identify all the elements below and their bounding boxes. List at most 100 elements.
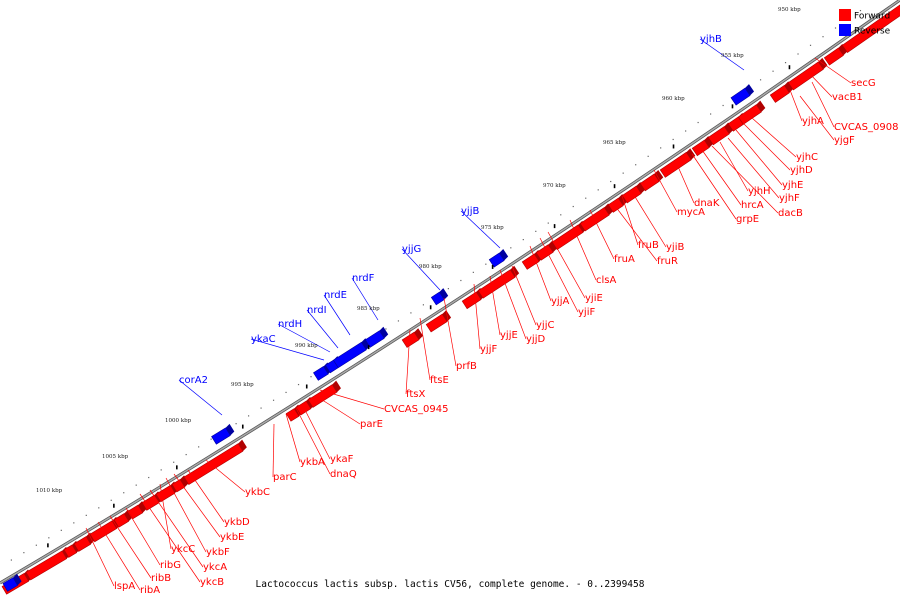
gene-label[interactable]: ykbF <box>206 547 230 558</box>
ruler-dot <box>247 415 250 417</box>
gene-label[interactable]: yjhE <box>782 180 803 191</box>
gene-leader-line <box>529 245 552 302</box>
gene-arrow-side <box>510 265 520 278</box>
ruler-dot <box>510 247 512 249</box>
ruler-dot <box>85 514 87 516</box>
gene-arrow[interactable] <box>307 384 338 408</box>
gene-label[interactable]: ftsE <box>430 375 449 386</box>
gene-label[interactable]: yjhC <box>796 152 818 163</box>
gene-leader-line <box>631 191 667 248</box>
gene-label[interactable]: nrdH <box>278 319 302 330</box>
gene-label[interactable]: ykbC <box>245 487 270 498</box>
gene-label[interactable]: yjhA <box>802 116 824 127</box>
gene-arrow[interactable] <box>737 104 762 125</box>
ruler-dot <box>685 130 687 132</box>
gene-leader-line <box>149 489 204 568</box>
gene-leader-line <box>277 323 331 353</box>
gene-label[interactable]: ftsX <box>406 389 425 400</box>
gene-label[interactable]: CVCAS_0908 <box>834 122 898 133</box>
gene-label[interactable]: lspA <box>114 581 135 592</box>
ruler-dot <box>772 70 774 72</box>
gene-label[interactable]: yjhF <box>779 193 800 204</box>
ruler-dot <box>859 9 862 12</box>
ruler-dot <box>797 53 799 55</box>
gene-label[interactable]: ykaC <box>251 334 276 345</box>
gene-arrow[interactable] <box>333 341 367 369</box>
gene-label[interactable]: yjgF <box>834 135 855 146</box>
gene-label[interactable]: yjjE <box>500 330 518 341</box>
tick-label: 995 kbp <box>231 382 254 388</box>
ruler-dot <box>672 138 674 141</box>
gene-label[interactable]: yjhH <box>748 186 771 197</box>
gene-label[interactable]: yjiF <box>578 307 595 318</box>
tick-label: 960 kbp <box>662 96 685 102</box>
gene-label[interactable]: grpE <box>736 214 759 225</box>
legend-label-reverse: Reverse <box>854 27 891 37</box>
gene-label[interactable]: ykaF <box>330 454 354 465</box>
gene-label[interactable]: ykcB <box>200 577 224 588</box>
gene-arrow-side <box>499 249 509 261</box>
gene-leader-line <box>539 237 579 313</box>
gene-label[interactable]: CVCAS_0945 <box>384 404 448 415</box>
gene-label[interactable]: fruB <box>638 240 659 251</box>
gene-label[interactable]: ykcA <box>203 562 227 573</box>
ruler-dot <box>285 391 287 394</box>
gene-label[interactable]: yjiE <box>585 293 603 304</box>
gene-arrow-side <box>756 100 766 113</box>
gene-label[interactable]: ykbE <box>220 532 244 543</box>
gene-leader-line <box>109 515 152 579</box>
gene-label[interactable]: prfB <box>456 361 477 372</box>
gene-label[interactable]: yjhD <box>790 165 813 176</box>
legend: Forward Reverse <box>839 9 891 37</box>
gene-leader-line <box>85 527 115 587</box>
tick-label: 1005 kbp <box>102 454 129 460</box>
gene-label[interactable]: dnaQ <box>330 469 357 480</box>
gene-label[interactable]: fruR <box>657 256 678 267</box>
gene-label[interactable]: yjjA <box>551 296 569 307</box>
gene-label[interactable]: ykbD <box>224 517 250 528</box>
gene-leader-line <box>589 209 615 260</box>
ruler-dot <box>60 529 62 531</box>
gene-label[interactable]: yjjB <box>461 206 479 217</box>
gene-label[interactable]: dacB <box>778 208 803 219</box>
gene-arrow[interactable] <box>841 3 900 54</box>
tick-mark <box>788 65 791 70</box>
gene-label[interactable]: dnaK <box>694 198 720 209</box>
tick-mark <box>613 184 616 189</box>
gene-label[interactable]: yjhB <box>700 34 722 45</box>
tick-mark <box>47 543 49 548</box>
gene-arrow[interactable] <box>183 443 244 486</box>
gene-leader-line <box>691 153 737 220</box>
gene-label[interactable]: hrcA <box>741 200 764 211</box>
gene-label[interactable]: vacB1 <box>832 92 863 103</box>
ruler-dot <box>809 44 812 46</box>
gene-label[interactable]: mycA <box>677 207 705 218</box>
gene-label[interactable]: secG <box>851 78 876 89</box>
ruler-dot <box>272 399 275 401</box>
gene-label[interactable]: yjjD <box>526 334 545 345</box>
gene-label[interactable]: ykcC <box>171 544 195 555</box>
gene-label[interactable]: yjiB <box>666 242 684 253</box>
gene-label[interactable]: parC <box>273 472 297 483</box>
gene-label[interactable]: yjjC <box>536 320 554 331</box>
gene-label[interactable]: fruA <box>614 254 635 265</box>
gene-label[interactable]: yjjG <box>402 244 421 255</box>
gene-leader-line <box>811 81 835 128</box>
gene-label[interactable]: nrdE <box>324 290 347 301</box>
gene-label[interactable]: corA2 <box>179 375 208 386</box>
ruler-dot <box>297 383 300 386</box>
gene-label[interactable]: parE <box>360 419 383 430</box>
gene-label[interactable]: nrdF <box>352 273 375 284</box>
gene-leader-line <box>569 219 597 281</box>
genome-backbone <box>0 0 900 584</box>
gene-leader-line <box>159 483 172 550</box>
gene-label[interactable]: clsA <box>596 275 616 286</box>
gene-label[interactable]: yjjF <box>480 344 497 355</box>
gene-label[interactable]: ribB <box>151 573 171 584</box>
gene-label[interactable]: ribG <box>160 560 181 571</box>
gene-label[interactable]: ribA <box>140 585 160 596</box>
gene-label[interactable]: ykbA <box>300 457 325 468</box>
gene-label[interactable]: nrdI <box>307 305 327 316</box>
